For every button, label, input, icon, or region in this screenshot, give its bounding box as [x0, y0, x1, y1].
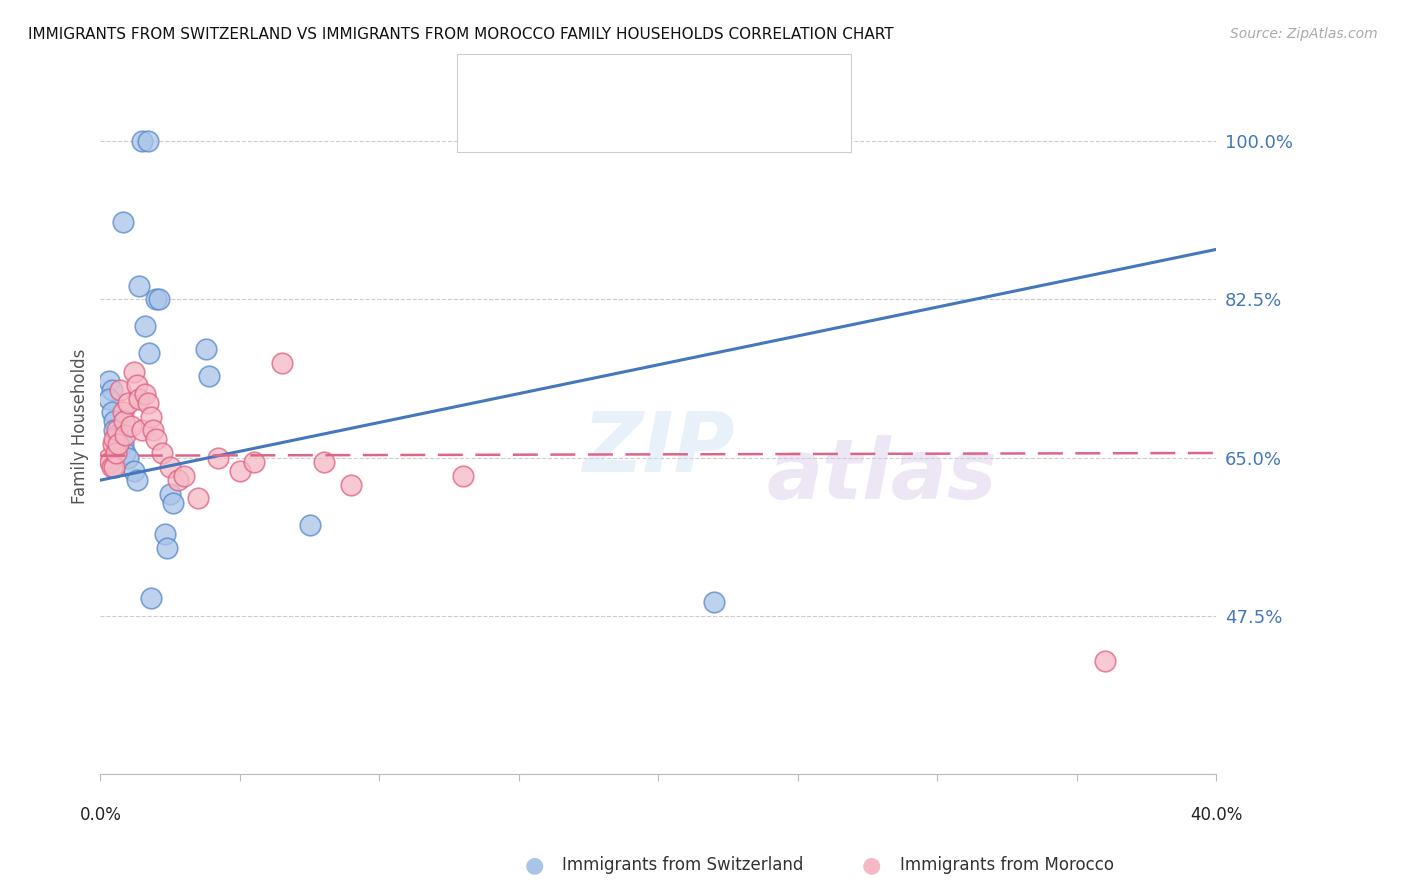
Text: Immigrants from Switzerland: Immigrants from Switzerland	[562, 856, 804, 874]
Point	[479, 118, 502, 132]
Point	[98, 455, 121, 469]
Text: IMMIGRANTS FROM SWITZERLAND VS IMMIGRANTS FROM MOROCCO FAMILY HOUSEHOLDS CORRELA: IMMIGRANTS FROM SWITZERLAND VS IMMIGRANT…	[28, 27, 894, 42]
Point	[136, 396, 159, 410]
Point	[114, 446, 136, 460]
Point	[312, 455, 335, 469]
Point	[103, 414, 125, 428]
Point	[136, 134, 159, 148]
Point	[104, 446, 127, 460]
Text: 0.361: 0.361	[578, 71, 630, 89]
Point	[111, 215, 134, 229]
Point	[229, 464, 252, 478]
Point	[173, 468, 195, 483]
Text: 40.0%: 40.0%	[1189, 806, 1243, 824]
Text: Source: ZipAtlas.com: Source: ZipAtlas.com	[1230, 27, 1378, 41]
Point	[103, 459, 125, 474]
Point	[270, 355, 292, 369]
Point	[111, 437, 134, 451]
Point	[117, 396, 139, 410]
Point	[125, 473, 148, 487]
Point	[125, 378, 148, 392]
Point	[103, 423, 125, 437]
Text: ZIP: ZIP	[582, 408, 734, 489]
Text: ●: ●	[524, 855, 544, 875]
Point	[103, 433, 125, 447]
Point	[97, 450, 120, 465]
Point	[134, 387, 156, 401]
Point	[117, 450, 139, 465]
Point	[479, 73, 502, 87]
Point	[105, 428, 128, 442]
Point	[108, 383, 131, 397]
Point	[142, 423, 165, 437]
Point	[198, 369, 221, 384]
Point	[195, 342, 218, 356]
Point	[100, 459, 122, 474]
Point	[100, 383, 122, 397]
Point	[138, 346, 160, 360]
Point	[120, 418, 142, 433]
Point	[101, 437, 124, 451]
Point	[134, 319, 156, 334]
Point	[131, 423, 153, 437]
Text: R =: R =	[524, 116, 561, 134]
Point	[153, 527, 176, 541]
Point	[122, 464, 145, 478]
Point	[298, 518, 321, 533]
Point	[187, 491, 209, 506]
Point	[156, 541, 179, 555]
Point	[128, 392, 150, 406]
Point	[100, 405, 122, 419]
Text: 0.0%: 0.0%	[79, 806, 121, 824]
Point	[107, 437, 129, 451]
Point	[105, 423, 128, 437]
Point	[139, 409, 162, 424]
Point	[162, 496, 184, 510]
Point	[207, 450, 229, 465]
Point	[112, 414, 135, 428]
Point	[159, 487, 181, 501]
Point	[108, 433, 131, 447]
Point	[167, 473, 190, 487]
Y-axis label: Family Households: Family Households	[72, 348, 89, 504]
Text: 0.013: 0.013	[578, 116, 630, 134]
Point	[340, 477, 363, 491]
Point	[97, 374, 120, 388]
Point	[97, 392, 120, 406]
Point	[145, 433, 167, 447]
Point	[128, 278, 150, 293]
Point	[145, 292, 167, 306]
Point	[1094, 654, 1116, 668]
Point	[451, 468, 474, 483]
Text: 37: 37	[714, 116, 738, 134]
Point	[131, 134, 153, 148]
Point	[139, 591, 162, 605]
Point	[148, 292, 170, 306]
Text: ●: ●	[862, 855, 882, 875]
Text: 30: 30	[714, 71, 738, 89]
Text: Immigrants from Morocco: Immigrants from Morocco	[900, 856, 1114, 874]
Point	[243, 455, 266, 469]
Text: R =: R =	[524, 71, 561, 89]
Text: N =: N =	[661, 116, 699, 134]
Text: atlas: atlas	[766, 435, 997, 516]
Text: N =: N =	[661, 71, 699, 89]
Point	[150, 446, 173, 460]
Point	[122, 365, 145, 379]
Point	[159, 459, 181, 474]
Point	[111, 405, 134, 419]
Point	[703, 595, 725, 609]
Point	[114, 428, 136, 442]
